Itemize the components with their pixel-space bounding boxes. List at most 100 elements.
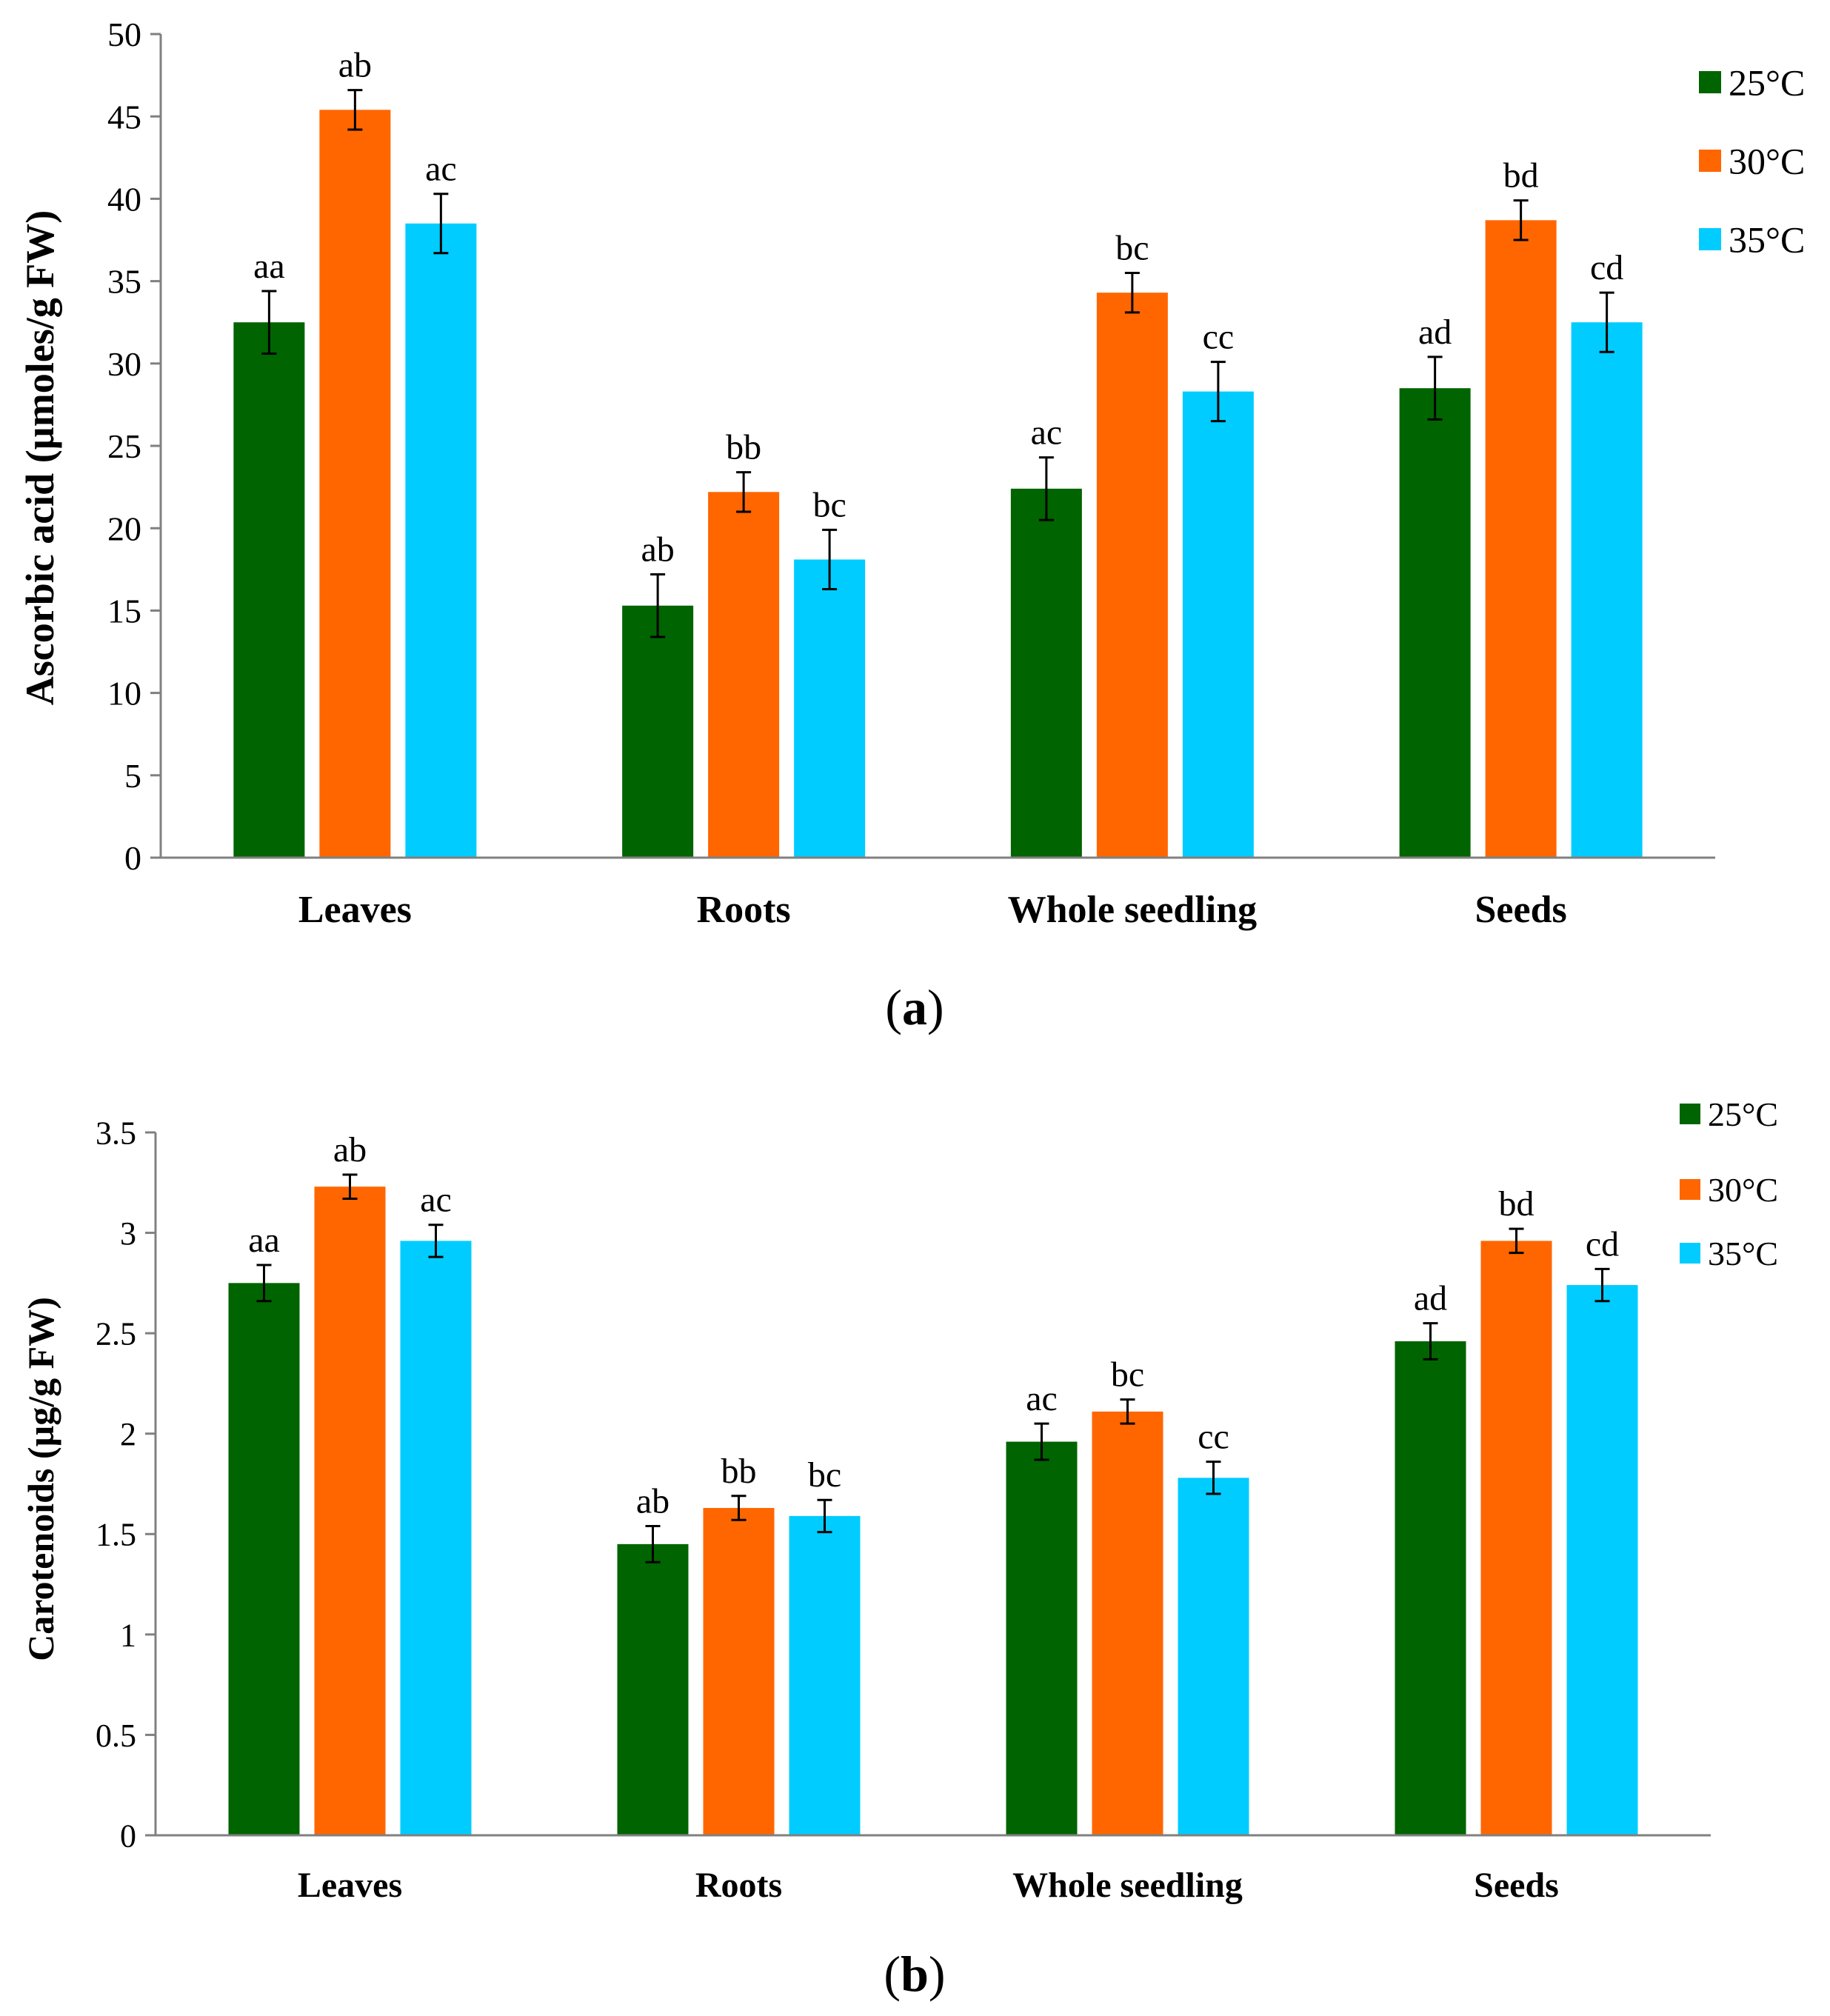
y-tick-label: 2	[120, 1416, 136, 1452]
bar	[314, 1186, 386, 1835]
legend-swatch	[1699, 71, 1721, 93]
error-bar	[1513, 199, 1529, 241]
y-axis-title: Carotenoids (µg/g FW)	[20, 1297, 61, 1661]
error-bar	[256, 1264, 272, 1303]
bar	[1010, 488, 1082, 858]
significance-label: ab	[338, 46, 372, 85]
bar	[1571, 322, 1643, 858]
significance-label: ab	[333, 1130, 367, 1169]
bar	[1395, 1341, 1466, 1835]
error-bar	[1206, 1461, 1221, 1495]
legend-entry: 30°C	[1699, 141, 1805, 182]
error-bar	[1423, 1322, 1438, 1361]
y-tick-label: 0.5	[96, 1718, 136, 1754]
legend-entry: 25°C	[1680, 1095, 1778, 1133]
y-tick-label: 0	[120, 1818, 136, 1854]
error-bar	[1124, 271, 1140, 314]
error-bar	[736, 471, 752, 513]
y-tick-label: 40	[107, 181, 141, 218]
y-tick-label: 20	[107, 510, 141, 547]
x-category-label: Roots	[697, 889, 791, 931]
significance-label: bb	[721, 1452, 757, 1491]
bar	[1566, 1285, 1638, 1835]
error-bar	[1120, 1398, 1135, 1425]
bar	[228, 1283, 300, 1835]
legend-entry: 35°C	[1680, 1235, 1778, 1272]
x-category-label: Leaves	[298, 1866, 402, 1905]
y-tick-label: 35	[107, 263, 141, 301]
bar	[1178, 1478, 1249, 1835]
panel-label: (b)	[884, 1946, 945, 2002]
legend-label: 30°C	[1729, 141, 1805, 182]
y-tick-label: 2.5	[96, 1316, 136, 1352]
legend-swatch	[1680, 1243, 1700, 1264]
y-tick-label: 10	[107, 675, 141, 712]
legend-label: 25°C	[1729, 62, 1805, 104]
y-tick-label: 1	[120, 1617, 136, 1653]
significance-label: bc	[1111, 1355, 1144, 1395]
error-bar	[342, 1173, 358, 1200]
significance-label: ad	[1418, 313, 1452, 352]
error-bar	[822, 528, 838, 590]
legend-entry: 25°C	[1699, 62, 1805, 104]
y-tick-label: 50	[107, 16, 141, 53]
error-bar	[817, 1498, 832, 1534]
bar	[708, 492, 780, 858]
x-category-label: Seeds	[1474, 1866, 1559, 1905]
bar	[1480, 1241, 1552, 1835]
significance-label: ac	[1031, 413, 1063, 453]
x-category-label: Leaves	[298, 889, 412, 931]
legend-swatch	[1699, 228, 1721, 250]
error-bar	[731, 1495, 747, 1521]
bar	[703, 1508, 775, 1835]
significance-label: cd	[1586, 1224, 1619, 1264]
legend-entry: 35°C	[1699, 219, 1805, 261]
chart-panel-b: aa ab ac ab bb bc ac bc cc ad bd cd 0 0.5 1 1.5 2 2.5 3 3.…	[20, 1095, 1778, 2002]
significance-label: ac	[425, 150, 457, 189]
error-bar	[1427, 356, 1443, 421]
x-category-label: Whole seedling	[1008, 889, 1258, 931]
legend-label: 25°C	[1708, 1095, 1778, 1133]
significance-label: cd	[1590, 248, 1623, 287]
significance-label: ad	[1414, 1279, 1447, 1318]
y-tick-label: 25	[107, 427, 141, 465]
y-tick-label: 45	[107, 98, 141, 136]
legend-label: 30°C	[1708, 1171, 1778, 1209]
bar	[1182, 391, 1254, 858]
x-category-label: Roots	[695, 1866, 782, 1905]
error-bar	[1599, 291, 1614, 353]
x-category-label: Whole seedling	[1012, 1866, 1243, 1905]
significance-label: ac	[1026, 1379, 1058, 1418]
error-bar	[1210, 361, 1226, 423]
significance-label: cc	[1198, 1418, 1229, 1457]
y-tick-label: 5	[124, 757, 141, 795]
legend-swatch	[1680, 1179, 1700, 1200]
significance-label: aa	[248, 1221, 280, 1260]
bar	[1485, 220, 1557, 858]
significance-label: bd	[1499, 1184, 1535, 1224]
legend-entry: 30°C	[1680, 1171, 1778, 1209]
significance-label: bb	[726, 428, 761, 467]
significance-label: aa	[253, 247, 285, 286]
error-bar	[650, 573, 666, 638]
y-axis-title: Ascorbic acid (µmoles/g FW)	[18, 210, 62, 706]
bar	[1399, 388, 1471, 858]
significance-label: ab	[641, 530, 674, 569]
error-bar	[1594, 1267, 1610, 1303]
error-bar	[433, 193, 449, 255]
bar	[400, 1241, 472, 1835]
significance-label: bd	[1503, 156, 1539, 196]
error-bar	[1038, 456, 1054, 521]
bar	[319, 110, 391, 858]
chart-panel-a: aa ab ac ab bb bc ac bc cc ad bd cd 0 5 10 15 20 25 30 35 4…	[18, 16, 1805, 1035]
y-tick-label: 15	[107, 593, 141, 630]
legend-swatch	[1699, 150, 1721, 172]
legend-label: 35°C	[1729, 219, 1805, 261]
error-bar	[347, 89, 363, 131]
significance-label: cc	[1203, 318, 1235, 357]
significance-label: bc	[1115, 228, 1149, 267]
bar	[789, 1515, 861, 1835]
legend-label: 35°C	[1708, 1235, 1778, 1272]
error-bar	[645, 1524, 661, 1563]
